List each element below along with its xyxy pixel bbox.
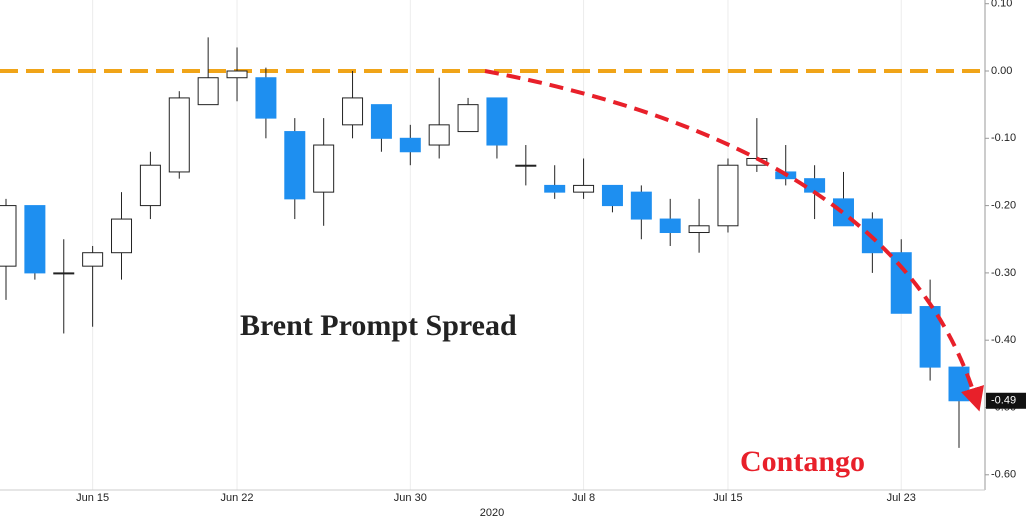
candle-body (948, 366, 970, 402)
candle-body (486, 97, 508, 146)
candle-body (630, 191, 652, 220)
candle-body (168, 97, 190, 173)
candle-body (255, 77, 277, 119)
candle-body (24, 205, 46, 274)
candle-body (601, 184, 623, 207)
trend-arrow (484, 69, 984, 412)
annotation: Brent Prompt Spread (240, 309, 517, 342)
candle-body (832, 198, 854, 227)
candle-body (53, 272, 75, 275)
x-tick-label: Jun 22 (221, 492, 254, 504)
candle-body (890, 252, 912, 314)
x-tick-label: Jul 23 (887, 492, 916, 504)
candle-body (226, 70, 248, 79)
x-tick-label: Jun 15 (76, 492, 109, 504)
y-tick-label: -0.20 (991, 200, 1016, 212)
candle-body (370, 104, 392, 139)
x-tick-label: Jul 8 (572, 492, 595, 504)
y-tick-label: 0.10 (991, 0, 1012, 10)
y-tick-label: -0.60 (991, 469, 1016, 481)
candle-body (342, 97, 364, 126)
y-tick-label: -0.10 (991, 132, 1016, 144)
candle-body (197, 77, 219, 106)
y-tick-label: 0.00 (991, 65, 1012, 77)
y-tick-label: -0.40 (991, 334, 1016, 346)
candle-body (659, 218, 681, 234)
annotation: Contango (740, 445, 865, 478)
candle-body (544, 184, 566, 193)
candle-body (428, 124, 450, 146)
x-axis-label: 2020 (480, 507, 504, 519)
candle-body (284, 131, 306, 200)
candle-body (111, 218, 133, 254)
x-tick-label: Jun 30 (394, 492, 427, 504)
candle-body (688, 225, 710, 234)
last-value-label: -0.49 (991, 395, 1016, 407)
candle-body (139, 164, 161, 207)
candle-body (457, 104, 479, 133)
candle-body (717, 164, 739, 227)
x-tick-label: Jul 15 (713, 492, 742, 504)
candle-body (515, 164, 537, 167)
candle-body (573, 184, 595, 193)
y-tick-label: -0.30 (991, 267, 1016, 279)
candle-body (82, 252, 104, 267)
candle-body (313, 144, 335, 193)
last-value-box (986, 392, 1026, 409)
candle-body (399, 137, 421, 153)
candle-body (0, 205, 17, 267)
